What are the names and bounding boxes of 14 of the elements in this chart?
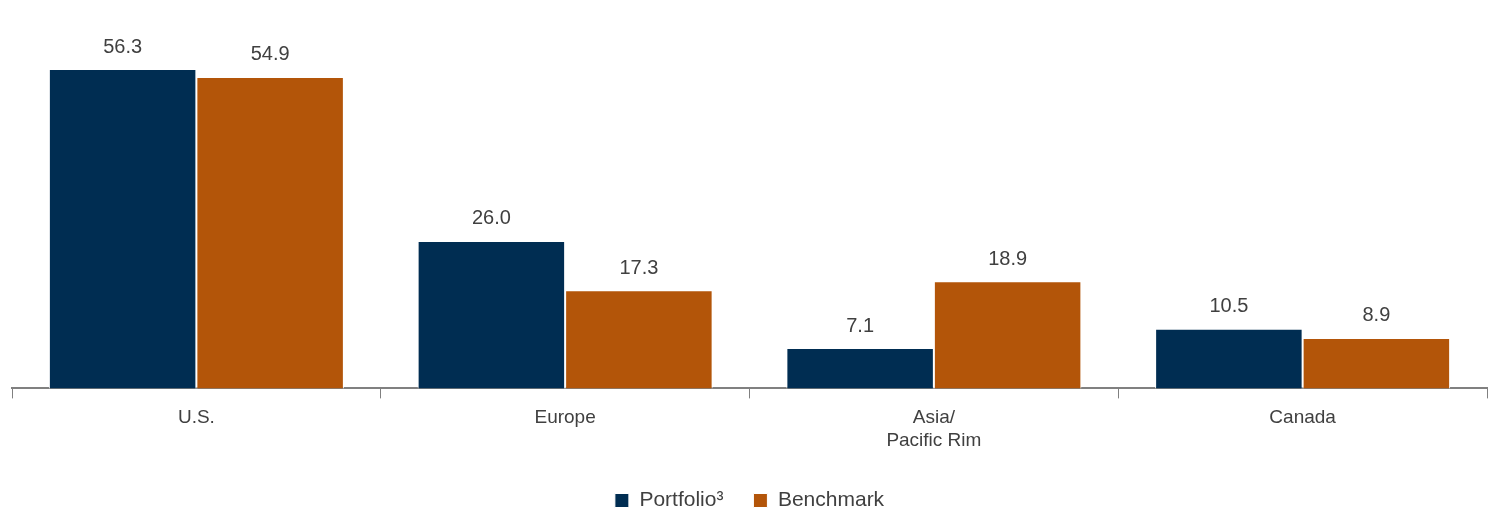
x-tick-label: Europe [534,406,596,428]
x-tick-label: U.S. [177,406,215,428]
x-tick-label: Asia/ Pacific Rim [886,406,982,450]
legend-label: Portfolio³ [639,487,724,511]
data-label: 56.3 [103,34,143,57]
data-label: 8.9 [1362,303,1391,326]
data-label: 7.1 [846,313,875,336]
x-tick-label: Canada [1269,406,1337,428]
data-label: 18.9 [988,246,1028,269]
data-label: 54.9 [250,42,290,65]
legend-label: Benchmark [777,487,885,511]
data-label: 17.3 [619,255,659,278]
data-label: 26.0 [471,206,511,229]
data-label: 10.5 [1209,294,1249,317]
